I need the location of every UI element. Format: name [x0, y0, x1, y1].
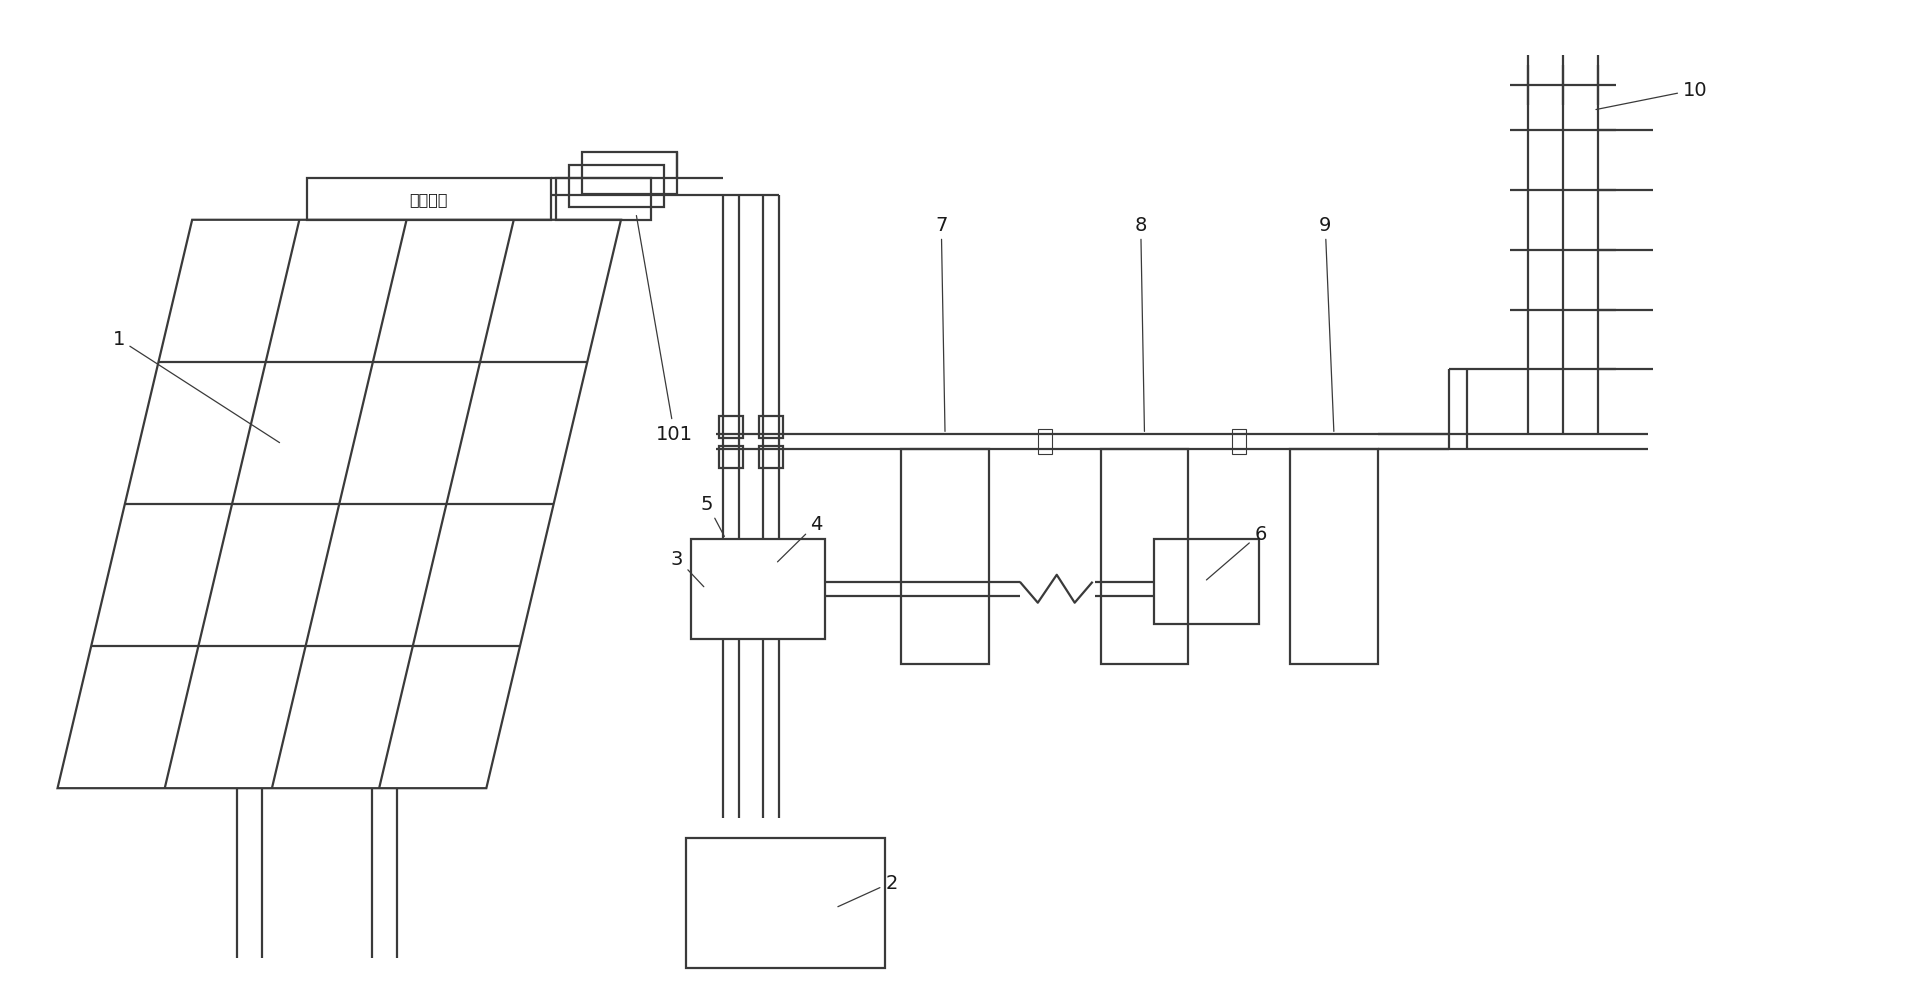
Bar	[686, 838, 885, 968]
Text: 4: 4	[777, 514, 823, 563]
Bar	[582, 153, 677, 195]
Text: 101: 101	[636, 217, 692, 443]
Text: 7: 7	[935, 216, 947, 432]
Bar	[719, 446, 742, 468]
Bar	[900, 449, 989, 664]
Bar	[690, 540, 825, 639]
Text: 2: 2	[839, 873, 898, 907]
Bar	[555, 179, 652, 221]
Text: 9: 9	[1319, 216, 1334, 432]
Text: 6: 6	[1207, 525, 1267, 580]
Bar	[1232, 429, 1245, 454]
Bar	[1290, 449, 1379, 664]
Bar	[569, 166, 663, 208]
Bar	[1101, 449, 1188, 664]
Text: 8: 8	[1134, 216, 1147, 432]
Text: 3: 3	[671, 550, 704, 587]
Bar	[719, 416, 742, 438]
Bar	[307, 179, 551, 221]
Bar	[758, 446, 783, 468]
Text: 5: 5	[700, 494, 725, 537]
Text: 1: 1	[112, 330, 280, 443]
Bar	[1037, 429, 1053, 454]
Text: 10: 10	[1596, 82, 1708, 110]
Text: 加热装置: 加热装置	[411, 192, 447, 207]
Bar	[1155, 540, 1259, 624]
Bar	[758, 416, 783, 438]
